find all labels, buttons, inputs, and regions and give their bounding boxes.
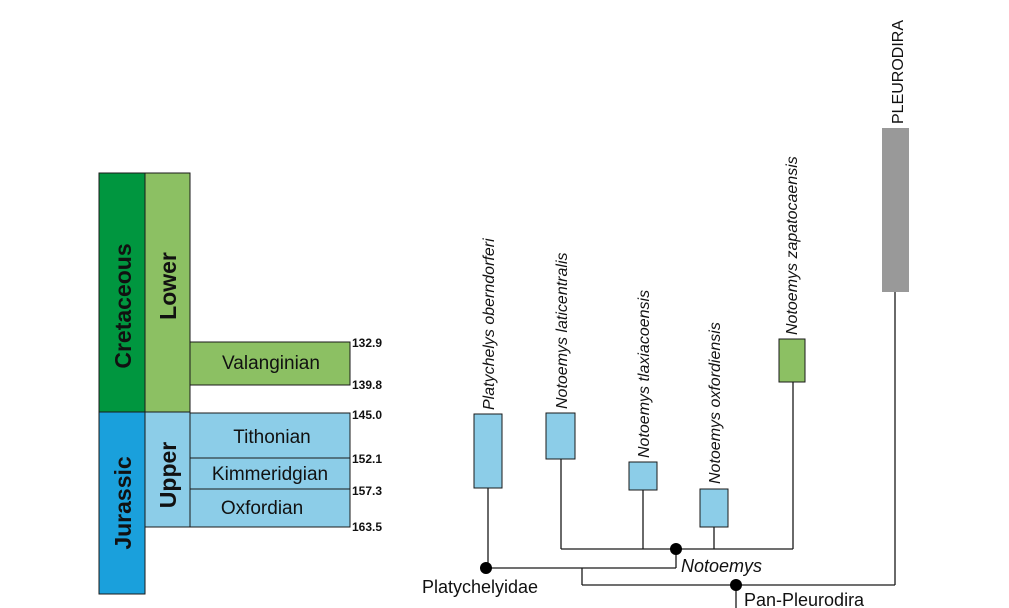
period-cretaceous-box	[98, 172, 146, 413]
age-152-1-label: 152.1	[352, 452, 382, 466]
node-platychelyidae	[480, 562, 492, 574]
geologic-timescale: Cretaceous Jurassic Lower Upper Valangin…	[98, 172, 382, 595]
taxon-label-notoemys-laticentralis: Notoemys laticentralis	[554, 253, 571, 410]
epoch-upper-box	[144, 411, 191, 528]
epoch-upper-label: Upper	[155, 442, 181, 509]
taxon-label-notoemys-zapatocaensis: Notoemys zapatocaensis	[784, 156, 801, 335]
stage-kimmeridgian-label: Kimmeridgian	[212, 464, 328, 485]
range-bar-notoemys-zapatocaensis	[778, 338, 806, 383]
range-bar-notoemys-tlaxiacoensis	[628, 461, 658, 491]
stage-valanginian-box	[189, 341, 351, 386]
range-bar-notoemys-laticentralis	[545, 412, 576, 460]
taxon-label-notoemys-tlaxiacoensis: Notoemys tlaxiacoensis	[636, 290, 653, 458]
epoch-lower-label: Lower	[155, 252, 181, 320]
age-157-3-label: 157.3	[352, 484, 382, 498]
epoch-lower-box	[144, 172, 191, 413]
range-bar-platychelys-oberndorferi	[473, 413, 503, 489]
age-132-9-label: 132.9	[352, 336, 382, 350]
taxon-label-platychelys-oberndorferi: Platychelys oberndorferi	[481, 238, 498, 410]
stage-oxfordian-box	[189, 488, 351, 528]
stage-valanginian-label: Valanginian	[222, 353, 320, 374]
phylogeny: Platychelys oberndorferi Notoemys latice…	[422, 20, 909, 608]
taxon-label-notoemys-oxfordiensis: Notoemys oxfordiensis	[707, 322, 724, 484]
age-163-5-label: 163.5	[352, 520, 382, 534]
clade-label-notoemys: Notoemys	[681, 556, 762, 576]
taxon-label-pleurodira: PLEURODIRA	[890, 20, 907, 124]
period-cretaceous-label: Cretaceous	[110, 243, 136, 368]
period-jurassic-label: Jurassic	[110, 456, 136, 550]
clade-label-platychelyidae: Platychelyidae	[422, 577, 538, 597]
age-139-8-label: 139.8	[352, 378, 382, 392]
node-notoemys	[670, 543, 682, 555]
period-jurassic-box	[98, 411, 146, 595]
age-145-0-label: 145.0	[352, 408, 382, 422]
stage-tithonian-box	[189, 412, 351, 459]
node-pan-pleurodira	[730, 579, 742, 591]
range-bar-pleurodira	[882, 128, 909, 292]
clade-label-pan-pleurodira: Pan-Pleurodira	[744, 590, 865, 608]
range-bar-notoemys-oxfordiensis	[699, 488, 729, 528]
stage-oxfordian-label: Oxfordian	[221, 498, 303, 519]
stage-tithonian-label: Tithonian	[233, 427, 310, 448]
